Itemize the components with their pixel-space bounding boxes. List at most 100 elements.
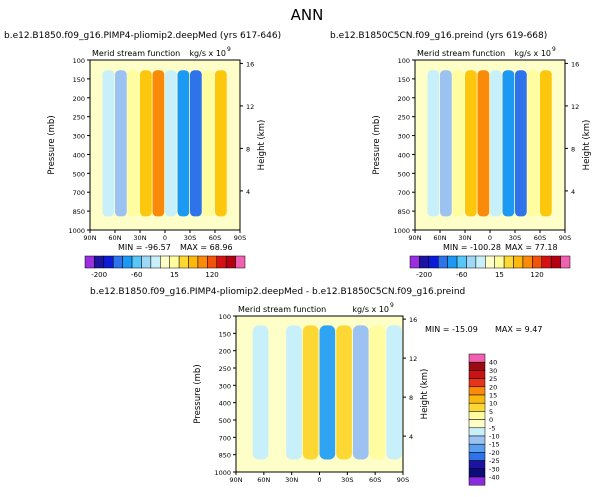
y-axis-label: Pressure (mb) [47, 115, 57, 174]
colorbar-swatch [188, 255, 199, 269]
colorbar-swatch [522, 255, 533, 269]
variable-label: Merid stream function [92, 49, 180, 58]
y-tick-label: 300 [73, 133, 85, 141]
height-tick-label: 8 [409, 394, 413, 402]
contour-band [465, 70, 477, 217]
x-tick-label: 30N [458, 234, 471, 242]
y-tick-label: 200 [398, 95, 410, 103]
colorbar-swatch [131, 255, 142, 269]
height-tick-label: 16 [571, 60, 579, 68]
y-tick-label: 300 [398, 133, 410, 141]
contour-band [102, 70, 115, 217]
x-tick-label: 60S [534, 234, 546, 242]
y-tick-label: 700 [73, 189, 85, 197]
units-label: kg/s x 10 [352, 305, 389, 314]
colorbar-swatch [103, 255, 114, 269]
y-tick-label: 1000 [393, 227, 410, 235]
colorbar-swatch [122, 255, 133, 269]
y-tick-label: 150 [219, 330, 231, 338]
colorbar-swatch [169, 255, 180, 269]
contour-band [369, 325, 386, 460]
y-tick-label: 250 [73, 114, 85, 122]
height-tick-label: 16 [246, 60, 254, 68]
contour-band [336, 325, 352, 460]
colorbar-swatch [466, 255, 477, 269]
colorbar-label: 30 [489, 367, 497, 375]
colorbar-label: -200 [416, 271, 432, 279]
x-tick-label: 90N [83, 234, 96, 242]
panel-case-title: b.e12.B1850.f09_g16.PIMP4-pliomip2.deepM… [90, 287, 465, 297]
colorbar-label: -40 [489, 474, 500, 482]
contour-band [527, 70, 540, 217]
x-tick-label: 90S [397, 476, 409, 484]
y-tick-label: 850 [73, 208, 85, 216]
colorbar-swatch [178, 255, 189, 269]
x-tick-label: 0 [488, 234, 492, 242]
y-axis-right-label: Height (km) [257, 120, 267, 171]
units-exponent: 9 [227, 46, 231, 53]
colorbar-swatch [141, 255, 152, 269]
y-tick-label: 100 [219, 313, 231, 321]
x-tick-label: 60N [108, 234, 121, 242]
units-label: kg/s x 10 [514, 49, 551, 58]
x-tick-label: 60S [369, 476, 381, 484]
colorbar-label: -25 [489, 457, 500, 465]
y-tick-label: 850 [219, 452, 231, 460]
colorbar-swatch [468, 370, 486, 379]
contour-band [215, 70, 227, 217]
colorbar-swatch [468, 468, 486, 478]
colorbar-label: 40 [489, 359, 497, 367]
units-exponent: 9 [552, 46, 556, 53]
colorbar-swatch [112, 255, 123, 269]
contour-band [319, 325, 336, 460]
contour-band [252, 325, 269, 460]
contour-band [202, 70, 215, 217]
contour-band [286, 325, 302, 460]
colorbar-swatch [468, 378, 486, 388]
contour-band [415, 70, 427, 217]
contour-band [515, 70, 527, 217]
colorbar-swatch [485, 255, 495, 269]
contour-band [452, 70, 465, 217]
y-tick-label: 500 [398, 170, 410, 178]
contour-band [152, 70, 165, 217]
y-tick-label: 100 [73, 57, 85, 65]
contour-band [540, 70, 552, 217]
panel-case-title: b.e12.B1850C5CN.f09_g16.preind (yrs 619-… [330, 31, 547, 41]
contour-band [386, 325, 402, 460]
contour-band [190, 70, 202, 217]
contour-band [302, 325, 319, 460]
y-tick-label: 200 [219, 348, 231, 356]
colorbar-swatch [160, 255, 170, 269]
x-tick-label: 90N [229, 476, 242, 484]
x-tick-label: 30N [133, 234, 146, 242]
colorbar-swatch [84, 255, 95, 269]
y-tick-label: 250 [219, 365, 231, 373]
colorbar-swatch [532, 255, 543, 269]
colorbar-swatch [468, 419, 486, 429]
y-tick-label: 400 [73, 151, 85, 159]
panel-plot: Merid stream function kg/s x 10 9 90N 60N 30N… [193, 302, 542, 486]
contour-band [490, 70, 502, 217]
colorbar-swatch [468, 402, 486, 412]
x-tick-label: 30S [341, 476, 353, 484]
y-tick-label: 200 [73, 95, 85, 103]
colorbar-label: -200 [91, 271, 107, 279]
colorbar-swatch [468, 353, 486, 363]
colorbar-label: 120 [530, 271, 543, 279]
colorbar-label: 120 [205, 271, 218, 279]
y-axis-label: Pressure (mb) [193, 364, 203, 423]
colorbar-label: -20 [489, 449, 500, 457]
y-axis-right-label: Height (km) [582, 120, 592, 171]
y-tick-label: 500 [219, 417, 231, 425]
y-tick-label: 500 [73, 170, 85, 178]
contour-band [477, 70, 490, 217]
contour-band [352, 325, 369, 460]
y-tick-label: 700 [219, 434, 231, 442]
colorbar-label: 15 [170, 271, 179, 279]
height-tick-label: 16 [409, 316, 417, 324]
colorbar-swatch [475, 255, 486, 269]
colorbar-swatch [513, 255, 524, 269]
contour-band [427, 70, 440, 217]
contour-band [502, 70, 515, 217]
